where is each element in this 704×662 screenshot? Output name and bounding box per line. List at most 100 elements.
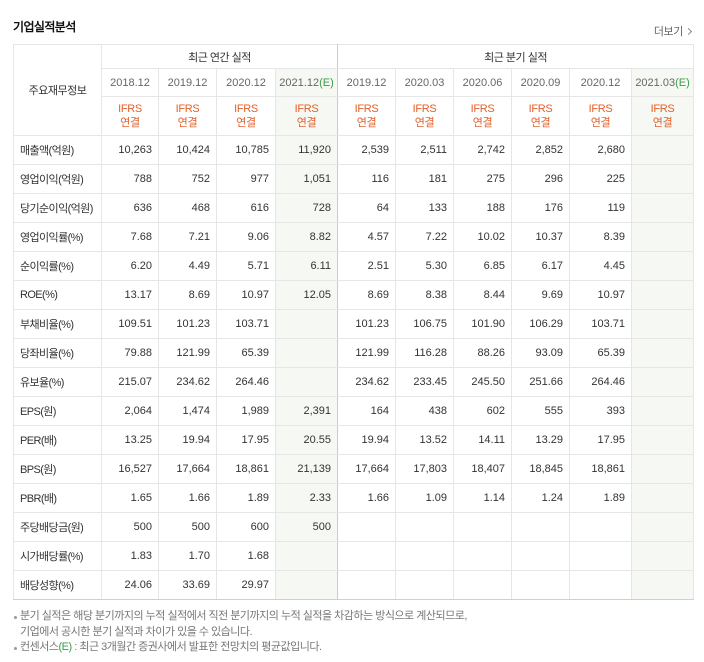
value-cell: 176 <box>511 193 571 223</box>
value-cell: 393 <box>569 396 633 426</box>
row-label: 배당성향(%) <box>13 570 102 600</box>
value-cell: 11,920 <box>274 135 339 165</box>
row-header-title: 주요재무정보 <box>13 44 102 136</box>
value-cell: 103.71 <box>569 309 633 339</box>
more-link[interactable]: 더보기 <box>654 24 693 38</box>
row-label: 영업이익률(%) <box>13 222 102 252</box>
consolidation-basis-label: 연결 <box>652 117 673 129</box>
value-cell: 264.46 <box>569 367 633 397</box>
value-cell <box>453 570 513 600</box>
value-cell: 555 <box>511 396 571 426</box>
accounting-basis-header: IFRS 연결 <box>274 96 339 136</box>
value-cell <box>569 541 633 571</box>
value-cell <box>395 541 455 571</box>
value-cell <box>631 280 695 310</box>
value-cell: 7.22 <box>395 222 455 252</box>
value-cell <box>631 425 695 455</box>
table-row: EPS(원) 2,064 1,474 1,989 2,391 164 438 602 555 39… <box>13 396 695 426</box>
value-cell: 65.39 <box>216 338 276 368</box>
value-cell: 2,064 <box>101 396 159 426</box>
period-header: 2021.12(E) <box>274 68 339 97</box>
consolidation-basis-label: 연결 <box>356 117 377 129</box>
row-label: 유보율(%) <box>13 367 102 397</box>
accounting-basis-header: IFRS 연결 <box>511 96 571 136</box>
value-cell <box>631 367 695 397</box>
value-cell: 93.09 <box>511 338 571 368</box>
value-cell <box>274 570 339 600</box>
period-header: 2018.12 <box>101 68 159 97</box>
value-cell: 8.69 <box>337 280 397 310</box>
accounting-basis-header: IFRS 연결 <box>453 96 513 136</box>
value-cell: 275 <box>453 164 513 194</box>
value-cell: 1.89 <box>569 483 633 513</box>
section-title: 기업실적분석 <box>13 20 76 34</box>
consolidation-basis-label: 연결 <box>177 117 198 129</box>
value-cell: 1.14 <box>453 483 513 513</box>
group-header-row: 주요재무정보 최근 연간 실적 최근 분기 실적 <box>13 44 695 136</box>
footnotes: 분기 실적은 해당 분기까지의 누적 실적에서 직전 분기까지의 누적 실적을 … <box>13 609 693 656</box>
period-label: 2018.12 <box>110 76 150 89</box>
value-cell: 119 <box>569 193 633 223</box>
value-cell <box>453 512 513 542</box>
value-cell: 438 <box>395 396 455 426</box>
value-cell: 64 <box>337 193 397 223</box>
period-label: 2020.12 <box>580 76 621 89</box>
value-cell <box>631 483 695 513</box>
value-cell: 616 <box>216 193 276 223</box>
value-cell <box>631 512 695 542</box>
period-label: 2020.09 <box>520 76 561 89</box>
row-label: 부채비율(%) <box>13 309 102 339</box>
value-cell: 1.70 <box>158 541 217 571</box>
value-cell <box>395 570 455 600</box>
row-label: PBR(배) <box>13 483 102 513</box>
table-row: 영업이익률(%) 7.68 7.21 9.06 8.82 4.57 7.22 10.02 10.… <box>13 222 695 252</box>
value-cell: 234.62 <box>158 367 217 397</box>
row-label: BPS(원) <box>13 454 102 484</box>
period-label: 2020.06 <box>462 76 503 89</box>
value-cell: 2,539 <box>337 135 397 165</box>
value-cell <box>631 541 695 571</box>
value-cell <box>453 541 513 571</box>
period-label: 2021.12 <box>279 76 320 89</box>
period-header: 2020.12 <box>569 68 633 97</box>
value-cell: 10.37 <box>511 222 571 252</box>
estimate-mark: (E) <box>319 76 334 89</box>
accounting-standard-label: IFRS <box>650 103 675 115</box>
value-cell: 19.94 <box>158 425 217 455</box>
financial-summary-table: 주요재무정보 최근 연간 실적 최근 분기 실적 2018.12 2019.12 2… <box>13 44 695 600</box>
value-cell: 18,845 <box>511 454 571 484</box>
value-cell: 752 <box>158 164 217 194</box>
value-cell: 121.99 <box>337 338 397 368</box>
period-header: 2021.03(E) <box>631 68 695 97</box>
value-cell: 121.99 <box>158 338 217 368</box>
period-header: 2020.03 <box>395 68 455 97</box>
value-cell: 1.24 <box>511 483 571 513</box>
period-header: 2020.09 <box>511 68 571 97</box>
accounting-basis-header: IFRS 연결 <box>216 96 276 136</box>
period-header: 2020.06 <box>453 68 513 97</box>
value-cell: 133 <box>395 193 455 223</box>
value-cell <box>631 135 695 165</box>
table-row: 유보율(%) 215.07 234.62 264.46 234.62 233.45 245.… <box>13 367 695 397</box>
value-cell: 106.75 <box>395 309 455 339</box>
value-cell: 636 <box>101 193 159 223</box>
table-row: 부채비율(%) 109.51 101.23 103.71 101.23 106.75 101… <box>13 309 695 339</box>
value-cell: 10,263 <box>101 135 159 165</box>
value-cell: 101.23 <box>158 309 217 339</box>
consensus-term: 컨센서스 <box>20 641 59 653</box>
value-cell: 1.68 <box>216 541 276 571</box>
consolidation-basis-label: 연결 <box>414 117 435 129</box>
value-cell: 1.09 <box>395 483 455 513</box>
value-cell <box>569 570 633 600</box>
value-cell: 65.39 <box>569 338 633 368</box>
table-row: 영업이익(억원) 788 752 977 1,051 116 181 275 296 225 <box>13 164 695 194</box>
bullet-icon <box>14 616 17 619</box>
value-cell: 17,664 <box>337 454 397 484</box>
value-cell: 4.45 <box>569 251 633 281</box>
accounting-standard-label: IFRS <box>294 103 319 115</box>
value-cell: 8.69 <box>158 280 217 310</box>
value-cell: 233.45 <box>395 367 455 397</box>
value-cell <box>274 367 339 397</box>
value-cell <box>631 222 695 252</box>
value-cell: 264.46 <box>216 367 276 397</box>
